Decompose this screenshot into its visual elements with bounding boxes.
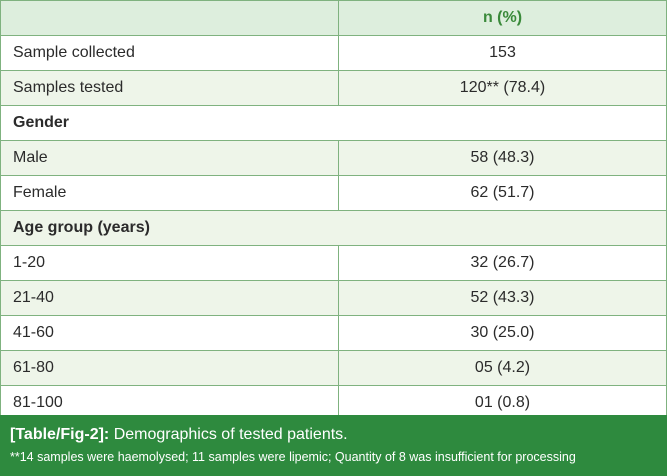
row-label: 61-80 <box>1 351 339 385</box>
row-label: Samples tested <box>1 71 339 105</box>
row-label: Female <box>1 176 339 210</box>
row-label: 1-20 <box>1 246 339 280</box>
figure-reference: [Table/Fig-2]: <box>10 426 110 443</box>
table-row: Samples tested 120** (78.4) <box>1 71 666 106</box>
row-value: 05 (4.2) <box>474 359 531 376</box>
row-label: Sample collected <box>1 36 339 70</box>
demographics-table: n (%) Sample collected 153 Samples teste… <box>0 0 667 422</box>
section-label: Gender <box>13 114 70 131</box>
row-value: 120** (78.4) <box>459 79 546 96</box>
row-label: 21-40 <box>1 281 339 315</box>
table-row: Sample collected 153 <box>1 36 666 71</box>
table-row: Female 62 (51.7) <box>1 176 666 211</box>
row-value: 52 (43.3) <box>470 289 535 306</box>
section-label: Age group (years) <box>13 219 150 236</box>
table-row: 1-20 32 (26.7) <box>1 246 666 281</box>
section-row-age-group: Age group (years) <box>1 211 666 246</box>
table-row: 21-40 52 (43.3) <box>1 281 666 316</box>
caption-title: Demographics of tested patients. <box>113 426 348 443</box>
table-header-row: n (%) <box>1 1 666 36</box>
header-n-percent: n (%) <box>482 9 523 26</box>
section-row-gender: Gender <box>1 106 666 141</box>
row-label: 81-100 <box>1 386 339 420</box>
caption-footnote: **14 samples were haemolysed; 11 samples… <box>10 450 576 464</box>
row-label: 41-60 <box>1 316 339 350</box>
row-value: 01 (0.8) <box>474 394 531 411</box>
row-value: 153 <box>489 44 516 61</box>
table-row: 41-60 30 (25.0) <box>1 316 666 351</box>
row-value: 30 (25.0) <box>470 324 535 341</box>
table-row: Male 58 (48.3) <box>1 141 666 176</box>
table-row: 61-80 05 (4.2) <box>1 351 666 386</box>
row-label: Male <box>1 141 339 175</box>
table-caption: [Table/Fig-2]: Demographics of tested pa… <box>0 415 667 476</box>
caption-title-line: [Table/Fig-2]: Demographics of tested pa… <box>10 425 659 445</box>
row-value: 62 (51.7) <box>470 184 535 201</box>
row-value: 58 (48.3) <box>470 149 535 166</box>
row-value: 32 (26.7) <box>470 254 535 271</box>
header-left-cell <box>1 1 339 35</box>
